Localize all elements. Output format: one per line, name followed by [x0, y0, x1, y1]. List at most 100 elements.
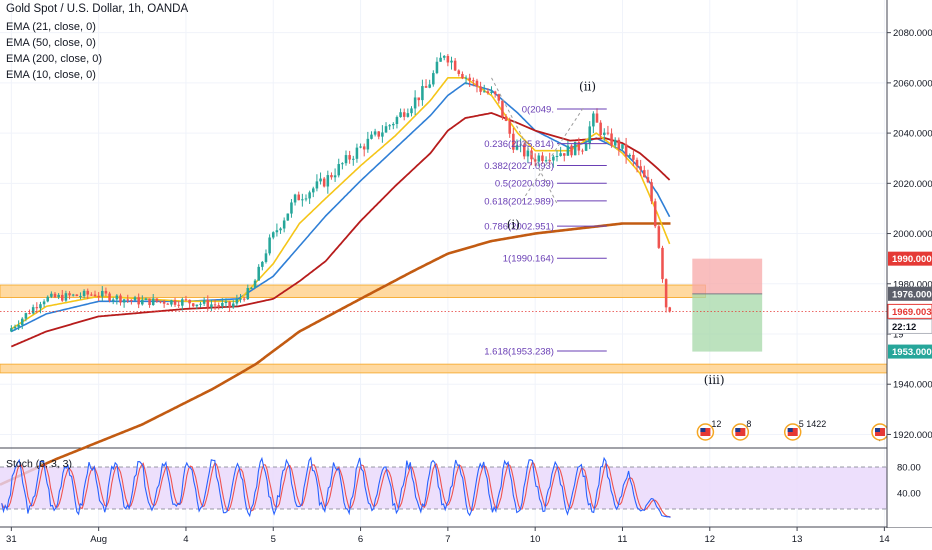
price-tick-label: 1920.000 — [893, 430, 932, 441]
candle-body — [162, 301, 166, 304]
ema-line — [10, 112, 671, 348]
candle-body — [646, 177, 650, 183]
candle-body — [275, 230, 279, 233]
price-tick-label: 1940.000 — [893, 380, 932, 391]
candle-body — [333, 175, 337, 178]
candle-body — [603, 132, 606, 135]
candle-body — [239, 298, 242, 300]
candle-body — [301, 199, 304, 201]
candle-body — [592, 113, 595, 127]
candle-body — [475, 80, 479, 87]
fib-level-label: 0.618(2012.989) — [484, 196, 554, 207]
candle-body — [533, 159, 537, 162]
candle-body — [144, 298, 148, 300]
candle-body — [64, 293, 68, 301]
candle-body — [304, 198, 308, 200]
fib-level-label: 1(1990.164) — [503, 254, 554, 265]
candle-body — [661, 247, 664, 280]
indicator-ema10[interactable]: EMA (10, close, 0) — [6, 69, 96, 81]
price-tick-label: 2080.000 — [893, 28, 932, 39]
price-tick-label: 2020.000 — [893, 179, 932, 190]
time-tick-label: 6 — [358, 534, 363, 545]
candle-body — [617, 139, 621, 149]
stoch-k-line — [1, 456, 671, 518]
candle-body — [10, 328, 13, 332]
candle-body — [442, 55, 446, 58]
time-tick-label: 13 — [792, 534, 803, 545]
candle-body — [71, 294, 75, 296]
candle-body — [173, 300, 177, 305]
candle-body — [635, 159, 639, 167]
candle-body — [406, 113, 410, 117]
candle-body — [130, 299, 133, 301]
candle-body — [657, 226, 661, 248]
price-tag-label: 1969.003 — [892, 307, 932, 318]
stoch-panel — [0, 456, 932, 528]
candle-body — [621, 144, 624, 149]
price-axis[interactable]: 1920.000 1940.000 19 1980.000 2000.000 2020.0… — [886, 0, 932, 550]
candle-body — [86, 290, 90, 295]
position-tool[interactable] — [692, 258, 763, 352]
candle-body — [606, 132, 610, 134]
candle-body — [137, 297, 140, 305]
price-tag — [888, 251, 932, 266]
economic-event-count: 8 — [746, 419, 751, 429]
candle-body — [199, 303, 202, 305]
candle-body — [111, 299, 115, 301]
flag-icon — [735, 428, 741, 432]
candle-body — [24, 313, 28, 319]
candle-body — [526, 150, 530, 157]
indicator-ema50[interactable]: EMA (50, close, 0) — [6, 37, 96, 49]
take-profit-area — [692, 293, 763, 352]
candle-body — [643, 170, 646, 178]
time-axis[interactable]: 31 Aug 4 5 6 7 10 11 12 13 14 — [0, 527, 932, 550]
fib-level-label: 0.5(2020.039) — [495, 179, 554, 190]
stop-loss-area — [692, 258, 763, 294]
price-tag — [887, 318, 932, 334]
price-tick-label: 2040.000 — [893, 129, 932, 140]
candle-body — [90, 294, 93, 296]
time-tick-label: 7 — [445, 534, 450, 545]
stoch-axis-label: 80.00 — [897, 463, 921, 474]
candle-body — [141, 299, 144, 305]
indicator-ema21[interactable]: EMA (21, close, 0) — [6, 21, 96, 33]
candle-body — [228, 301, 231, 307]
price-tag-label: 22:12 — [892, 322, 916, 333]
fibonacci[interactable]: 0(2049. 0.236(2035.814) 0.382(2027.093) 0.5… — [484, 77, 607, 358]
indicator-ema200[interactable]: EMA (200, close, 0) — [6, 53, 102, 65]
candle-body — [522, 144, 526, 157]
candle-body — [177, 304, 180, 306]
candle-body — [188, 299, 191, 304]
candle-body — [653, 201, 657, 227]
price-tag — [887, 303, 932, 319]
candle-body — [46, 296, 49, 302]
candle-body — [261, 261, 264, 267]
candle-body — [79, 295, 82, 297]
stoch-label[interactable]: Stoch (6, 3, 3) — [6, 458, 72, 470]
candle-body — [577, 141, 581, 151]
candle-body — [664, 279, 668, 308]
candle-body — [348, 155, 351, 160]
flag-icon — [875, 428, 881, 432]
ema-lines — [0, 77, 671, 486]
candle-body — [151, 298, 155, 306]
candle-body — [362, 146, 366, 150]
candle-body — [28, 313, 31, 315]
economic-event-count: 12 — [711, 419, 721, 429]
time-tick-label: 12 — [704, 534, 715, 545]
candle-body — [366, 138, 370, 150]
candle-body — [435, 61, 439, 74]
stoch-axis-label: 40.00 — [897, 489, 921, 500]
candle-body — [133, 297, 137, 301]
wave-label: (ii) — [579, 79, 596, 93]
candle-body — [515, 145, 519, 150]
candle-body — [610, 133, 613, 146]
time-tick-label: 14 — [879, 534, 890, 545]
economic-event-count: 5 1422 — [799, 419, 827, 429]
candle-body — [319, 178, 322, 182]
candle-body — [512, 133, 515, 150]
candle-body — [428, 84, 431, 88]
candle-body — [424, 86, 428, 88]
candle-body — [341, 163, 344, 165]
